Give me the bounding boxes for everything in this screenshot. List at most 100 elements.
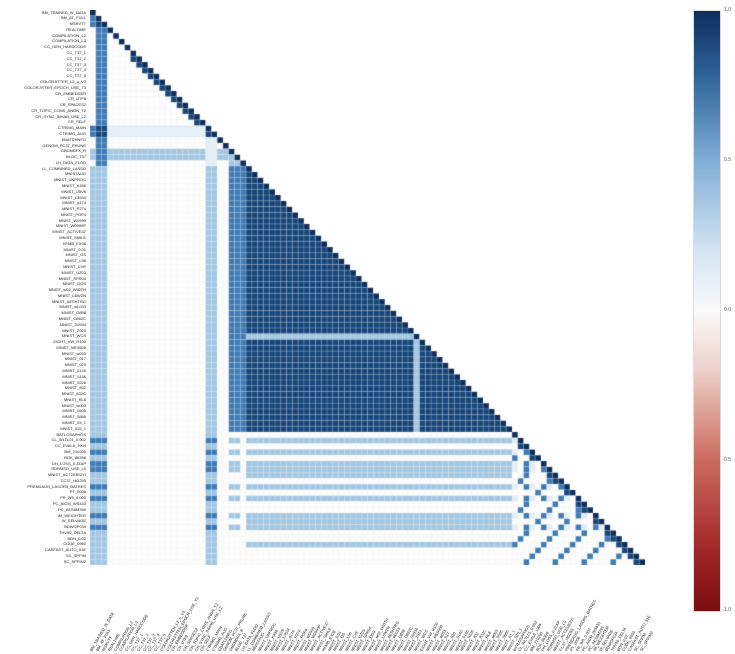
y-label: MNIST_025_1 [60,427,86,431]
y-label: MNIST_CVE [63,265,86,269]
y-label: CC_GEN_HARDCODE [44,45,86,49]
y-label: CC_EVAL8_1904 [55,444,86,448]
y-label: FR_W8_0.003 [60,496,86,500]
y-label: THV90_DELTA [59,531,86,535]
y-label: BM_AT_FULL [61,16,86,20]
y-label: MNIST_ACT203E2YI [48,473,86,477]
y-label: BOK_86396 [64,456,86,460]
y-label: MNIST_W0999 [59,219,86,223]
y-label: IM_WEIGHTER [58,514,86,518]
y-label: PRENDAUG_LASOR5_BATRES [27,485,86,489]
y-label: MNIST_832C [62,392,86,396]
correlation-heatmap [90,10,645,565]
y-label: COMPILATION_L2 [52,34,86,38]
y-label: PC_AICM_WS433 [53,502,86,506]
y-label: OH_LOSS_0.JZAP [52,462,86,466]
y-label: RDRMSD_USE_L0 [51,467,86,471]
colorbar-tick: -0.5 [722,457,731,463]
y-label: MNISTAUG [65,172,86,176]
y-label: LL_COMBINED_LASSO [42,167,86,171]
y-label: MNIST_O862C [59,317,86,321]
y-label: SC_SPFIM [66,554,86,558]
y-label: LH_DATA_FLOD [56,161,86,165]
y-label: MNIST_w033 [62,352,86,356]
y-label: CTRIMG_MAIN [58,126,86,130]
colorbar [693,10,721,612]
y-label: MNIST_RL8 [64,398,86,402]
y-label: MNIST_0226 [62,381,86,385]
y-label: CR_EMBEDDER [55,92,86,96]
y-label: HFMB_EX08 [63,242,86,246]
y-label: GBCMDFX_R [61,149,86,153]
y-label: REALTIME [66,28,86,32]
y-label: BLOC_T37 [66,155,86,159]
y-label: MNIST_S0934 [60,323,86,327]
y-label: CTRIMG_AUG [59,132,86,136]
y-label: MNIST_0506 [62,409,86,413]
y-label: EBATCHNFO [62,138,86,142]
y-label: MNIST_03_1 [62,421,86,425]
y-label: COLORJITTER_L2_u_V3 [40,80,86,84]
y-axis-labels: BM_TRAINED_W_DATABM_AT_FULL MSRVTT REALTIM… [0,10,88,565]
y-label: MNIST_K456 [62,184,86,188]
colorbar-tick: 1.0 [724,7,731,13]
y-label: BM_210205 [64,450,86,454]
y-label: MNIST_0.01 [64,248,86,252]
y-label: CR_SPACES2 [60,103,86,107]
y-label: MNIST_L96 [65,259,86,263]
y-label: COMPILATION_L3 [52,39,86,43]
y-label: MNIST_O898 [62,311,86,315]
colorbar-tick: 0.0 [724,307,731,313]
y-label: BM_TRAINED_W_DATA [42,11,86,15]
y-label: MNIST_L6WZN [58,294,86,298]
y-label: MSRVTT [70,22,86,26]
y-label: MNIST_P274 [62,207,86,211]
y-label: MNIST_020 [65,363,86,367]
y-label: CL_WLTL01_0.002 [52,438,86,442]
y-label: CR_SELF [68,120,86,124]
y-label: MNIST_017 [65,357,86,361]
y-label: MNIST_L3534 [60,196,86,200]
y-label: MNIST_POP4 [61,213,86,217]
x-axis-labels: BM_TRAINED_W_DATABM_AT_FULLMSRVTTREALTIM… [90,568,645,654]
y-label: CR_UTF8 [68,97,86,101]
y-label: PT_0006 [70,490,86,494]
y-label: CODE_0950 [63,542,86,546]
y-label: MNIST_OS [66,253,86,257]
y-label: SC_SPFIM2 [64,560,86,564]
figure: BM_TRAINED_W_DATABM_AT_FULL MSRVTT REALTIM… [0,0,735,654]
y-label: EIGHT_VW_R100 [53,340,86,344]
y-label: PC_AES6M399 [58,508,86,512]
y-label: MNIST_SPR04 [59,277,86,281]
y-label: CC_T37_1 [67,51,86,55]
y-label: CC_T37_3 [67,63,86,67]
y-label: CR_SYNC_INHAB_USE_L2 [35,115,86,119]
y-label: COLORJITTER_EPOCH_USE_T3 [24,86,86,90]
y-label: MNIST_AESHTRG [52,300,86,304]
y-label: MNIST_wL033 [60,305,86,309]
y-label: W_SELVAGE [62,519,86,523]
colorbar-tick: 0.5 [724,157,731,163]
y-label: CR_TOPIC_CONS_ANON_T2 [31,109,86,113]
y-label: BDWOP034 [64,525,86,529]
y-label: MNIST_0146 [62,375,86,379]
y-label: MNIST_U5V6 [61,190,86,194]
y-label: MNIST_W0999P [56,224,86,228]
y-label: MNIST_UNPROC [54,178,86,182]
y-label: MNIST_ME9508 [56,346,86,350]
y-label: MNIST_UZ03 [62,271,86,275]
y-label: MNIST_ACTIVE37 [52,230,86,234]
y-label: MNIST_832 [65,386,86,390]
y-label: CASFAST_AUTO_51E [45,548,86,552]
y-label: CC_T37_2 [67,57,86,61]
y-label: MNIST_w003 [62,404,86,408]
colorbar-tick: -1.0 [722,607,731,613]
y-label: MNIST_WCS [62,334,86,338]
y-label: MNIST_0566 [62,415,86,419]
y-label: MNIST_0140 [62,369,86,373]
y-label: MNIST_DOS [63,282,86,286]
y-label: BATLOSAPHOS [57,433,87,437]
y-label: CC_T37_5 [67,74,86,78]
y-label: BDN_0.02 [68,537,86,541]
y-label: MNIST_SMILE [59,236,86,240]
